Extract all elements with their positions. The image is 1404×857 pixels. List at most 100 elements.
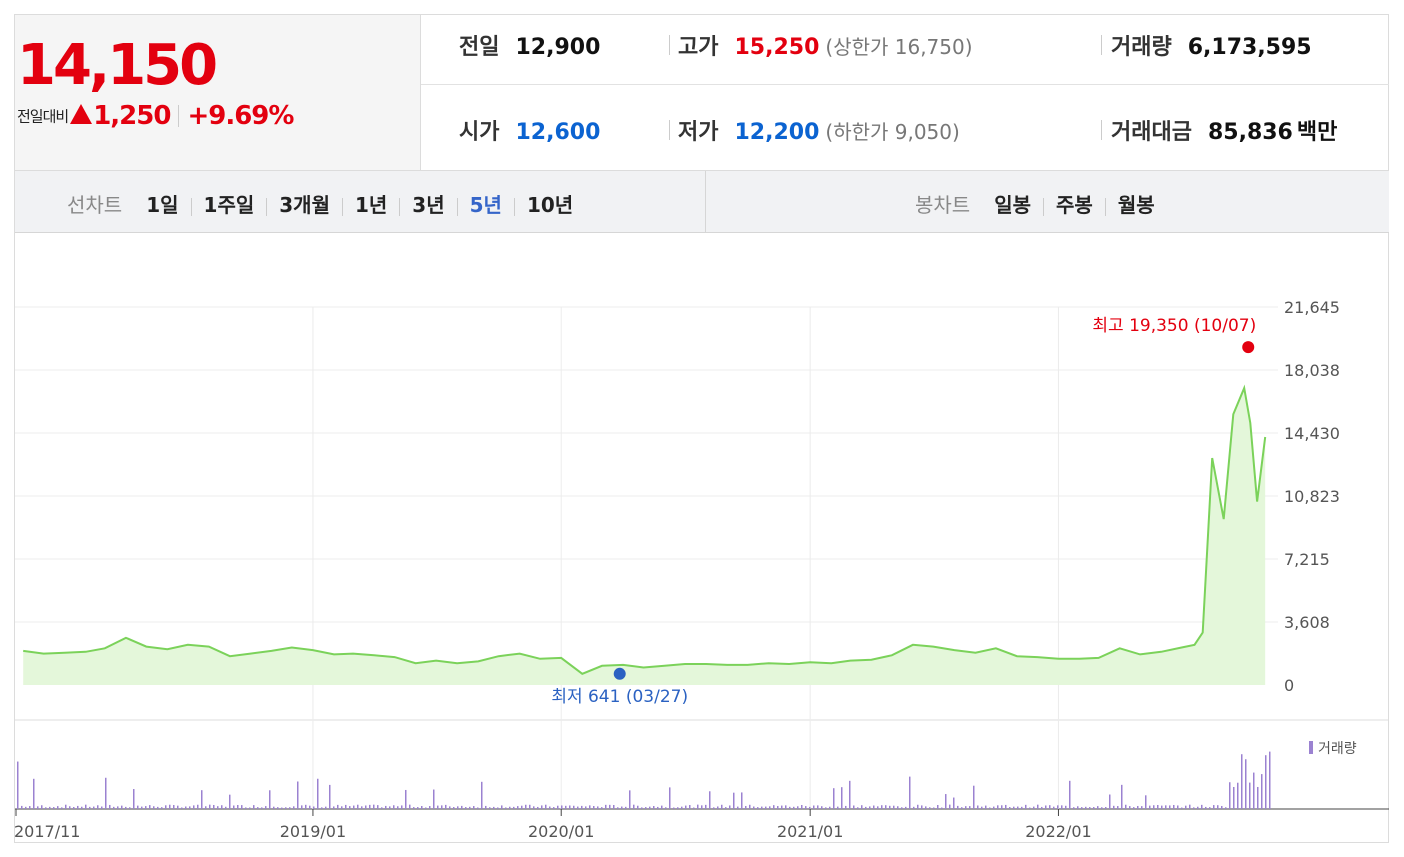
volume-bar [821,806,823,809]
divider [1101,35,1102,55]
stat-amount: 거래대금 85,836 백만 [1111,114,1337,146]
quote-stats: 전일 12,900 고가 15,250 (상한가 16,750) 거래량 6,173,5… [421,15,1389,171]
volume-legend-swatch [1309,741,1313,754]
volume-bar [365,805,367,809]
volume-bar [673,807,675,809]
period-10y[interactable]: 10년 [526,193,574,217]
volume-bar [317,778,319,809]
volume-bar [1129,806,1131,809]
volume-bar [537,806,539,809]
volume-bar [289,807,291,809]
volume-bar [657,806,659,809]
chart-annotations: 최고 19,350 (10/07) 최저 641 (03/27) [551,316,1256,707]
volume-bar [593,806,595,809]
volume-bar [921,805,923,809]
volume-bar [157,806,159,809]
stat-value: 12,600 [515,120,601,145]
period-1y[interactable]: 1년 [354,193,388,217]
price-line [23,384,1267,675]
volume-bar [45,807,47,809]
volume-bar [549,806,551,809]
volume-bar [1185,805,1187,809]
volume-bar [937,805,939,809]
volume-bar [1113,805,1115,809]
volume-bar [213,804,215,809]
volume-bar [1077,806,1079,809]
volume-bar [517,806,519,809]
volume-bar [1177,805,1179,809]
volume-bar [577,806,579,809]
volume-bar [265,806,267,809]
volume-bar [677,807,679,809]
volume-bar [201,790,203,809]
volume-bar [121,805,123,809]
upper-limit: (상한가 16,750) [825,35,973,59]
volume-bar [345,804,347,809]
chart-toolbar: 선차트 1일 1주일 3개월 1년 3년 5년 10년 봉차트 일봉 주봉 월봉 [15,171,1389,233]
volume-bar [1057,805,1059,809]
volume-bar [689,804,691,809]
volume-bar [97,805,99,809]
volume-bar [829,806,831,809]
volume-bar [513,806,515,809]
period-1w[interactable]: 1주일 [203,193,255,217]
x-tick-label: 2019/01 [280,822,346,841]
volume-bar [585,806,587,809]
volume-bar [321,807,323,809]
volume-bar [733,792,735,809]
volume-bar [697,804,699,809]
volume-bar [1033,806,1035,809]
volume-bar [649,806,651,809]
x-tick-label: 2022/01 [1025,822,1091,841]
volume-bar [541,805,543,809]
volume-bar [917,804,919,809]
period-1d[interactable]: 1일 [146,193,179,217]
price-area-fill [23,388,1266,685]
candle-daily[interactable]: 일봉 [994,193,1032,217]
stat-label: 거래대금 [1111,120,1192,145]
volume-bar [269,790,271,809]
period-3y[interactable]: 3년 [412,193,445,217]
volume-bar [897,806,899,809]
volume-bar [273,806,275,809]
change-label: 전일대비 [17,107,69,126]
volume-bar [753,806,755,809]
volume-bar [509,806,511,809]
stats-divider [421,84,1389,85]
stock-chart-panel: 14,150 전일대비 1,250 +9.69% 전일 12,900 고가 15,250… [14,14,1389,843]
volume-bar [429,806,431,809]
candle-monthly[interactable]: 월봉 [1117,193,1155,217]
price-summary: 14,150 전일대비 1,250 +9.69% [15,15,421,171]
volume-bar [965,806,967,809]
volume-bar [501,805,503,809]
volume-bar [417,807,419,809]
volume-bar [789,806,791,809]
volume-bar [1021,806,1023,809]
volume-bar [597,806,599,809]
volume-bar [497,807,499,809]
volume-bar [885,805,887,809]
period-5y[interactable]: 5년 [469,193,502,217]
volume-bar [1085,806,1087,809]
volume-bar [989,807,991,809]
volume-bar [1205,806,1207,809]
volume-bar [73,806,75,809]
period-3m[interactable]: 3개월 [279,193,330,217]
candle-weekly[interactable]: 주봉 [1056,193,1093,217]
volume-bar [1209,807,1211,809]
volume-bar [581,805,583,809]
divider [1101,120,1102,140]
line-chart-label[interactable]: 선차트 [67,193,123,217]
volume-bar [561,805,563,809]
volume-bar [1017,806,1019,809]
volume-bar [1001,805,1003,809]
volume-bar [209,804,211,809]
volume-bar [961,807,963,809]
stat-prev-close: 전일 12,900 [459,29,600,61]
volume-bar [617,807,619,809]
volume-bar [361,806,363,809]
volume-bar [297,781,299,809]
volume-bar [469,806,471,809]
candle-chart-label[interactable]: 봉차트 [915,193,971,217]
volume-bar [893,805,895,809]
